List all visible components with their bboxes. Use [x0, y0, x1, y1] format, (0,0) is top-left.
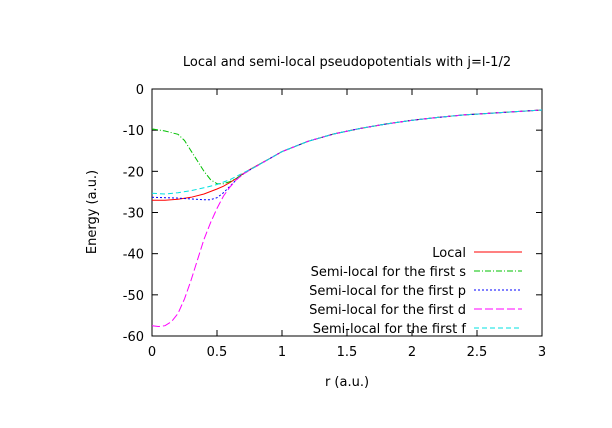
- legend-label: Semi-local for the first p: [309, 284, 466, 299]
- legend-label: Semi-local for the first d: [309, 303, 466, 318]
- legend-label: Semi-local for the first s: [311, 265, 467, 280]
- x-tick-label: 2: [408, 345, 416, 360]
- y-tick-label: -60: [123, 330, 144, 345]
- ticks: 0 0.5 1 1.5 2 2.5 3 0 -10 -20 -30 -40 -50 -60: [123, 83, 546, 360]
- x-tick-label: 0.5: [207, 345, 228, 360]
- series-line-5: [151, 109, 543, 195]
- legend-label: Local: [432, 246, 466, 261]
- plot-area: 0 0.5 1 1.5 2 2.5 3 0 -10 -20 -30 -40 -50 -60: [123, 83, 546, 360]
- legend: Local Semi-local for the first s Semi-loca…: [309, 246, 522, 337]
- y-tick-label: -40: [123, 248, 144, 263]
- y-tick-label: -10: [123, 124, 144, 139]
- series-line-1: [152, 109, 543, 201]
- y-tick-label: 0: [136, 83, 144, 98]
- series-line-2: [151, 109, 543, 185]
- x-tick-label: 3: [538, 345, 546, 360]
- x-tick-label: 2.5: [467, 345, 488, 360]
- x-tick-label: 1.5: [337, 345, 358, 360]
- legend-label: Semi-local for the first f: [313, 322, 467, 337]
- x-tick-label: 1: [278, 345, 286, 360]
- y-tick-label: -50: [123, 289, 144, 304]
- x-axis-label: r (a.u.): [325, 375, 369, 390]
- y-tick-label: -30: [123, 207, 144, 222]
- series-group: [151, 109, 543, 328]
- y-axis-label: Energy (a.u.): [85, 170, 100, 254]
- y-tick-label: -20: [123, 165, 144, 180]
- chart-title: Local and semi-local pseudopotentials wi…: [183, 55, 511, 70]
- x-tick-label: 0: [148, 345, 156, 360]
